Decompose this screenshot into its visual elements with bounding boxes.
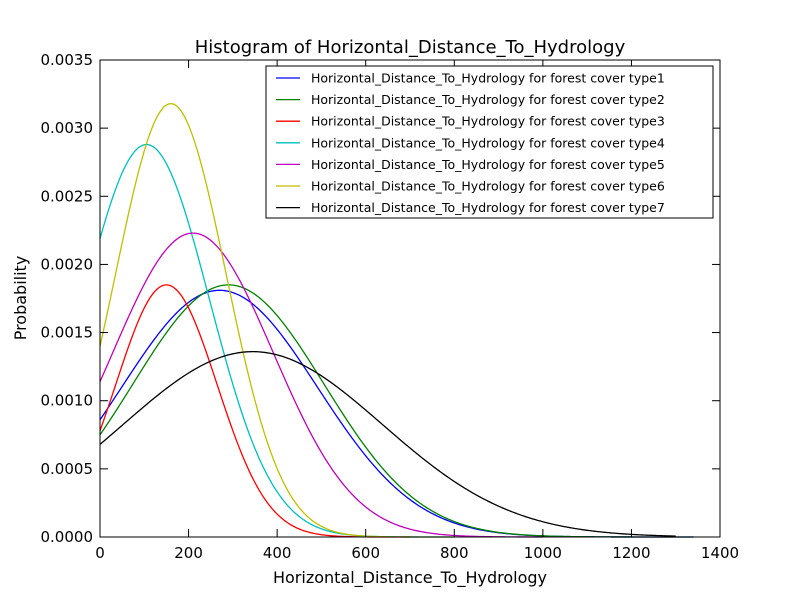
chart-title: Histogram of Horizontal_Distance_To_Hydr… — [195, 37, 626, 58]
y-tick-label: 0.0015 — [41, 324, 94, 342]
y-tick-label: 0.0010 — [41, 392, 94, 410]
y-tick-label: 0.0030 — [41, 119, 94, 137]
x-tick-labels: 0 200 400 600 800 1000 1200 1400 — [95, 544, 739, 562]
legend-label-type5: Horizontal_Distance_To_Hydrology for for… — [311, 157, 665, 172]
y-tick-labels: 0.0000 0.0005 0.0010 0.0015 0.0020 0.0025 0.00… — [41, 51, 94, 546]
legend-box — [265, 65, 714, 219]
series-line-type7 — [99, 350, 676, 537]
legend-label-type1: Horizontal_Distance_To_Hydrology for for… — [311, 71, 665, 86]
y-tick-label: 0.0005 — [41, 460, 94, 478]
x-tick-label: 1400 — [701, 544, 739, 562]
x-tick-label: 1000 — [524, 544, 562, 562]
y-tick-label: 0.0035 — [41, 51, 94, 69]
legend: Horizontal_Distance_To_Hydrology for for… — [265, 65, 714, 219]
legend-label-type3: Horizontal_Distance_To_Hydrology for for… — [311, 114, 665, 129]
y-tick-label: 0.0020 — [41, 255, 94, 273]
x-tick-label: 0 — [95, 544, 105, 562]
x-axis-label: Horizontal_Distance_To_Hydrology — [273, 568, 547, 588]
x-tick-label: 600 — [351, 544, 380, 562]
y-tick-label: 0.0025 — [41, 187, 94, 205]
x-tick-label: 400 — [263, 544, 292, 562]
legend-label-type7: Horizontal_Distance_To_Hydrology for for… — [311, 200, 665, 215]
legend-label-type6: Horizontal_Distance_To_Hydrology for for… — [311, 179, 665, 194]
y-tick-label: 0.0000 — [41, 528, 94, 546]
plot-frame — [99, 59, 721, 538]
x-tick-label: 1200 — [612, 544, 650, 562]
series-line-type5 — [99, 232, 543, 538]
x-tick-label: 800 — [440, 544, 469, 562]
y-axis-label: Probability — [11, 256, 30, 341]
legend-label-type2: Horizontal_Distance_To_Hydrology for for… — [311, 92, 665, 107]
x-tick-label: 200 — [174, 544, 203, 562]
legend-label-type4: Horizontal_Distance_To_Hydrology for for… — [311, 135, 665, 150]
axis-ticks — [99, 59, 721, 538]
